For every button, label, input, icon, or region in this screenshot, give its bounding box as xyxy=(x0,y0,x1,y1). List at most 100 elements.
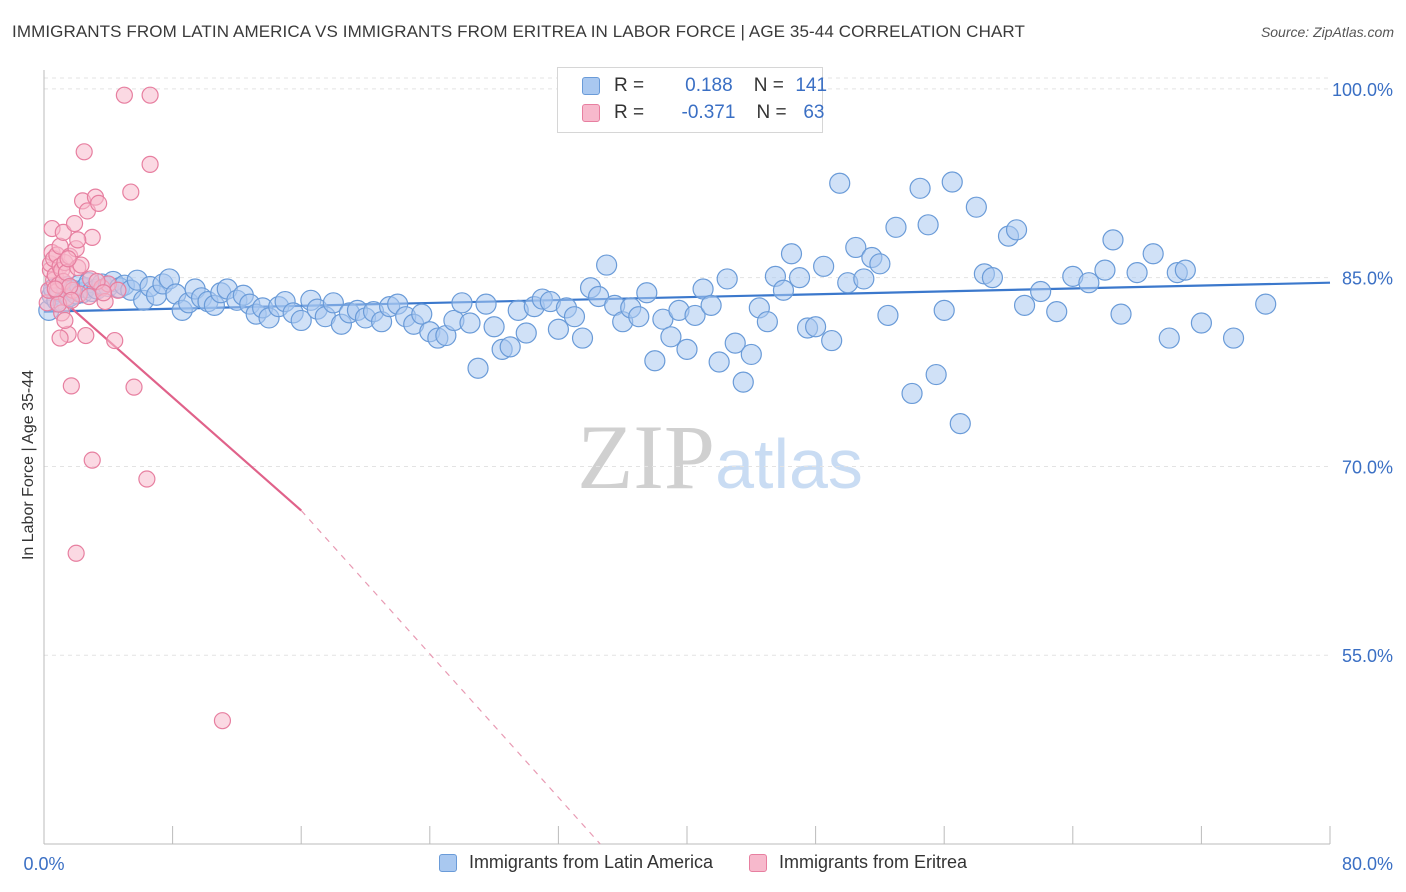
data-point xyxy=(115,86,133,104)
y-tick-label: 70.0% xyxy=(1342,457,1393,477)
correlation-legend: R = 0.188 N = 141 R = -0.371 N = 63 xyxy=(557,67,827,133)
data-point xyxy=(56,311,74,330)
legend-r-label: R = xyxy=(614,75,645,96)
data-point xyxy=(83,451,101,469)
watermark: ZIPatlas xyxy=(577,406,863,508)
data-point xyxy=(933,299,955,321)
data-point xyxy=(459,312,481,334)
data-point xyxy=(652,308,674,330)
series-legend: Immigrants from Latin America Immigrants… xyxy=(0,852,1406,873)
data-point xyxy=(122,183,140,201)
data-point xyxy=(69,231,87,249)
data-point xyxy=(1013,294,1036,316)
legend-item-eritrea: Immigrants from Eritrea xyxy=(749,852,967,873)
data-point xyxy=(821,329,843,352)
data-point xyxy=(1005,219,1028,241)
legend-item-latin-america: Immigrants from Latin America xyxy=(438,852,714,873)
legend-n-label: N = xyxy=(753,75,784,96)
chart-title: IMMIGRANTS FROM LATIN AMERICA VS IMMIGRA… xyxy=(12,22,1025,41)
data-point xyxy=(1110,303,1132,325)
trend-line xyxy=(43,283,302,512)
data-point xyxy=(628,306,650,328)
data-point xyxy=(109,281,127,299)
x-tick-label: 80.0% xyxy=(1342,854,1393,874)
data-point xyxy=(740,343,762,366)
data-point xyxy=(772,279,795,301)
legend-label-latin-america: Immigrants from Latin America xyxy=(468,852,714,872)
data-point xyxy=(475,293,497,315)
legend-label-eritrea: Immigrants from Eritrea xyxy=(779,852,968,872)
source-label: Source: ZipAtlas.com xyxy=(1260,24,1394,40)
legend-row-latin-america: R = 0.188 N = 141 xyxy=(582,74,833,98)
data-point xyxy=(290,309,312,332)
data-point xyxy=(644,350,666,372)
legend-row-eritrea: R = -0.371 N = 63 xyxy=(582,101,836,125)
data-point xyxy=(411,303,433,325)
data-point xyxy=(587,285,610,308)
data-point xyxy=(62,291,80,309)
data-point xyxy=(571,327,594,349)
legend-r-value: 0.188 xyxy=(685,75,733,96)
data-point xyxy=(981,267,1004,289)
data-point xyxy=(483,316,505,338)
trend-line-extrapolated xyxy=(300,510,601,845)
data-point xyxy=(106,331,124,350)
trend-lines xyxy=(43,281,1331,845)
data-point xyxy=(77,326,95,345)
data-point xyxy=(708,351,730,373)
legend-swatch-latin-america xyxy=(438,853,457,872)
data-point xyxy=(853,268,875,290)
data-point xyxy=(1102,229,1124,251)
data-point xyxy=(65,214,84,233)
legend-n-value: 141 xyxy=(795,75,828,96)
data-point xyxy=(59,250,77,268)
data-point xyxy=(1158,327,1180,349)
data-point xyxy=(51,329,69,347)
tick-labels: 100.0% 85.0% 70.0% 55.0% 0.0% 80.0% xyxy=(23,80,1393,874)
data-point xyxy=(596,254,618,276)
series-latin-america xyxy=(38,171,1277,435)
data-point xyxy=(125,378,143,396)
data-point xyxy=(901,382,923,405)
data-point xyxy=(515,322,537,344)
data-point xyxy=(90,194,108,213)
data-point xyxy=(885,216,907,238)
data-point xyxy=(80,287,98,306)
data-point xyxy=(949,413,971,435)
data-point xyxy=(141,155,159,173)
data-point xyxy=(660,326,682,348)
data-point xyxy=(684,304,706,327)
data-point xyxy=(46,280,64,298)
data-point xyxy=(1174,259,1196,281)
data-point xyxy=(1255,293,1277,315)
data-point xyxy=(83,228,101,246)
legend-r-value: -0.371 xyxy=(681,102,736,123)
legend-swatch-latin-america xyxy=(582,77,600,95)
data-point xyxy=(62,377,80,395)
data-point xyxy=(756,311,778,333)
axes xyxy=(43,70,1331,845)
x-tick-label: 0.0% xyxy=(23,854,64,874)
y-tick-label: 100.0% xyxy=(1332,80,1393,100)
data-point xyxy=(1222,327,1245,349)
data-point xyxy=(724,332,746,354)
legend-swatch-eritrea xyxy=(582,104,600,122)
data-point xyxy=(467,357,489,379)
legend-n-value: 63 xyxy=(803,102,825,123)
data-point xyxy=(451,292,473,314)
data-point xyxy=(917,214,939,236)
data-point xyxy=(1126,262,1148,284)
data-point xyxy=(75,143,93,161)
data-point xyxy=(547,318,570,340)
data-point xyxy=(877,304,899,327)
data-point xyxy=(869,253,891,275)
data-point xyxy=(1142,243,1164,265)
data-point xyxy=(141,86,159,104)
data-point xyxy=(499,336,521,358)
data-point xyxy=(1030,280,1052,303)
data-point xyxy=(780,243,803,265)
data-point xyxy=(636,282,658,304)
data-point xyxy=(804,316,827,338)
data-point xyxy=(788,267,811,289)
